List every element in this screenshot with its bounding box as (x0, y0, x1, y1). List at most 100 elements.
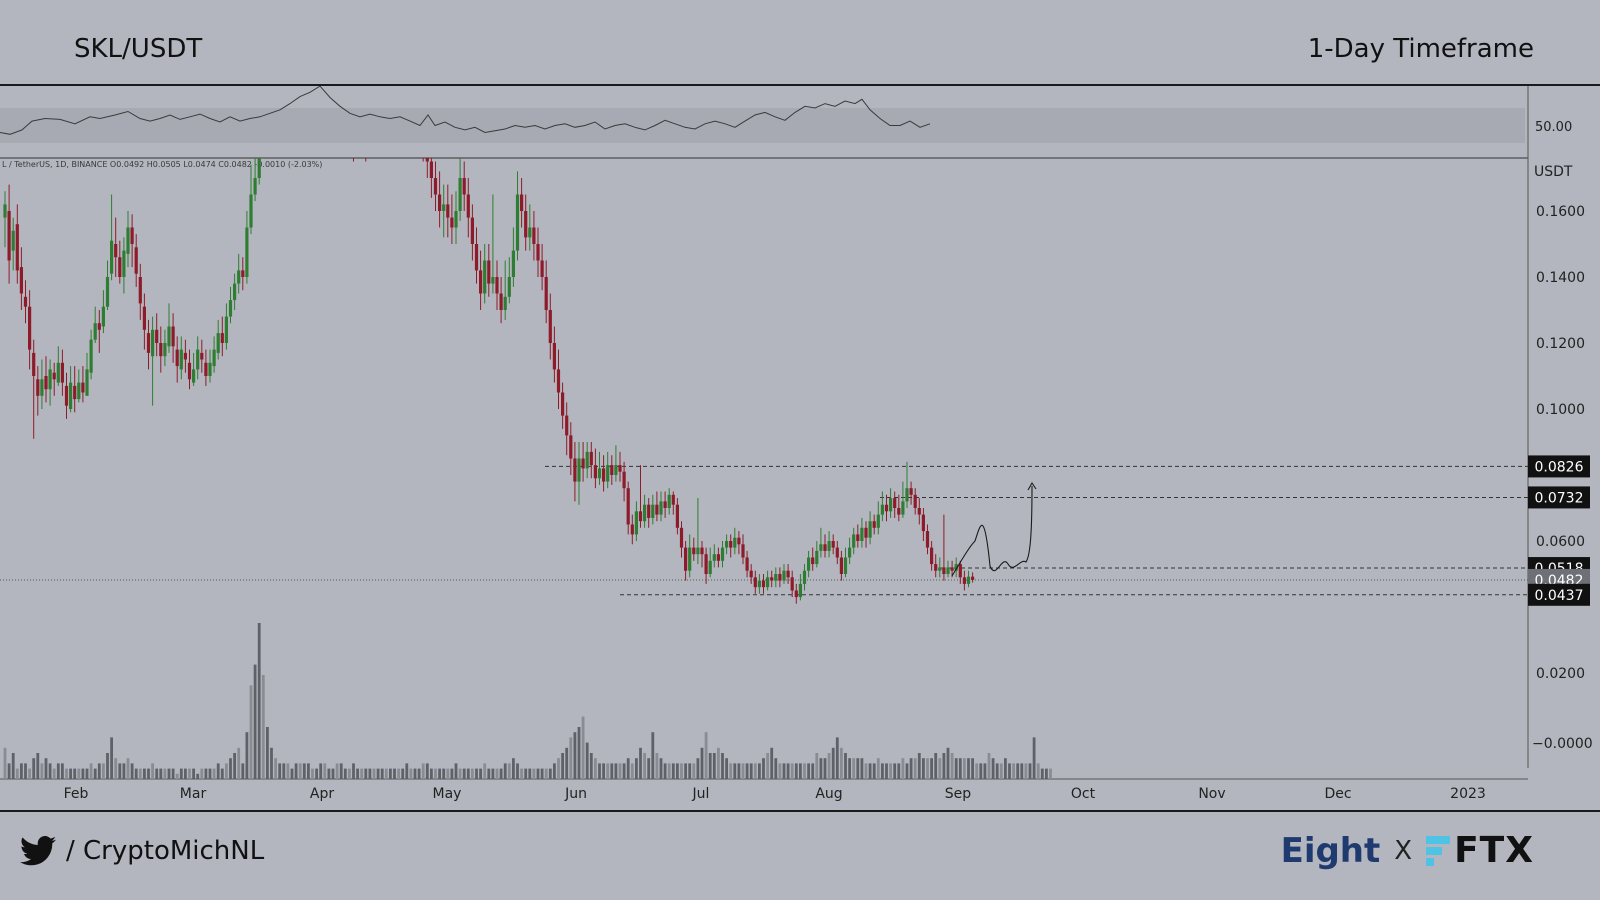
candle-body (216, 333, 220, 353)
volume-bar (438, 768, 441, 779)
volume-bar (417, 768, 421, 779)
candle-body (585, 451, 589, 469)
volume-bar (302, 763, 306, 779)
volume-bar (421, 763, 425, 779)
volume-bar (774, 758, 778, 779)
candle-body (934, 564, 938, 571)
volume-bar (557, 758, 560, 779)
volume-bar (208, 768, 212, 779)
candle-body (97, 323, 101, 330)
candle-body (848, 547, 852, 558)
volume-bar (196, 773, 200, 779)
price-chart[interactable]: 50.00 L / TetherUS, 1D, BINANCE O0.0492 … (0, 86, 1600, 808)
x-tick-label: Mar (180, 786, 207, 802)
volume-bar (922, 758, 925, 779)
volume-bar (192, 768, 195, 779)
volume-bar (946, 747, 950, 779)
candle-body (790, 577, 794, 591)
candle-body (114, 244, 118, 258)
candle-body (454, 211, 458, 228)
volume-bar (540, 768, 544, 779)
ftx-logo: FTX (1426, 830, 1534, 871)
volume-bar (134, 768, 138, 779)
volume-bar (266, 727, 269, 779)
volume-bar (585, 742, 589, 779)
volume-bar (581, 716, 585, 779)
candle-body (696, 547, 700, 555)
volume-bar (32, 758, 36, 779)
candle-body (507, 277, 511, 297)
candle-body (515, 194, 520, 251)
candle-body (917, 508, 921, 515)
volume-bar (524, 768, 528, 779)
candle-body (573, 458, 577, 482)
candle-body (249, 194, 253, 228)
price-tag-label: 0.0437 (1535, 588, 1584, 604)
volume-bar (897, 763, 901, 779)
candle-body (720, 547, 725, 561)
price-tag-label: 0.0732 (1535, 490, 1584, 506)
candle-body (782, 570, 786, 581)
volume-bar (15, 768, 19, 779)
candle-body (528, 227, 532, 238)
candle-body (602, 468, 606, 482)
volume-bar (954, 758, 958, 779)
volume-bar (204, 768, 208, 779)
volume-bar (102, 763, 105, 779)
twitter-handle[interactable]: / CryptoMichNL (66, 836, 265, 866)
volume-bar (245, 732, 249, 779)
volume-bar (380, 768, 384, 779)
candle-body (36, 379, 40, 396)
candle-body (626, 488, 630, 525)
candle-body (212, 349, 216, 367)
candle-body (708, 560, 712, 574)
candle-body (897, 508, 901, 515)
ohlc-legend: L / TetherUS, 1D, BINANCE O0.0492 H0.050… (2, 160, 322, 169)
volume-bar (881, 763, 884, 779)
volume-bar (274, 758, 277, 779)
candle-body (950, 567, 954, 571)
candle-body (196, 349, 200, 370)
unit-label: USDT (1534, 164, 1573, 180)
candle-body (704, 554, 708, 574)
candle-body (495, 277, 499, 294)
candle-body (839, 557, 843, 574)
twitter-icon[interactable] (20, 836, 56, 866)
candle-body (429, 161, 433, 178)
candle-body (606, 465, 610, 482)
candle-body (700, 547, 704, 555)
volume-bar (233, 753, 236, 779)
volume-bar (819, 758, 823, 779)
volume-bar (339, 763, 343, 779)
volume-bar (807, 763, 810, 779)
candle-body (864, 527, 868, 538)
volume-bar (241, 763, 245, 779)
candle-body (962, 577, 966, 584)
volume-bar (573, 732, 577, 779)
volume-bar (69, 768, 72, 779)
candle-body (905, 488, 909, 502)
candle-body (659, 501, 663, 515)
volume-bar (360, 768, 364, 779)
candle-body (823, 544, 827, 551)
candle-body (909, 488, 913, 495)
volume-bar (614, 763, 618, 779)
volume-bar (77, 768, 81, 779)
volume-bar (536, 768, 540, 779)
volume-bar (401, 768, 405, 779)
volume-bar (717, 747, 720, 779)
candle-body (192, 369, 196, 383)
title-bar: SKL/USDT 1-Day Timeframe (0, 0, 1600, 86)
volume-bar (684, 763, 687, 779)
candle-body (815, 550, 819, 565)
candle-body (638, 511, 643, 522)
candle-body (511, 250, 515, 277)
level-lines (0, 465, 1528, 596)
volume-bar (393, 768, 396, 779)
volume-bar (926, 758, 929, 779)
volume-bar (278, 763, 282, 779)
candle-body (208, 362, 212, 376)
candle-body (503, 296, 507, 310)
candle-body (155, 329, 159, 343)
candle-body (757, 580, 761, 588)
